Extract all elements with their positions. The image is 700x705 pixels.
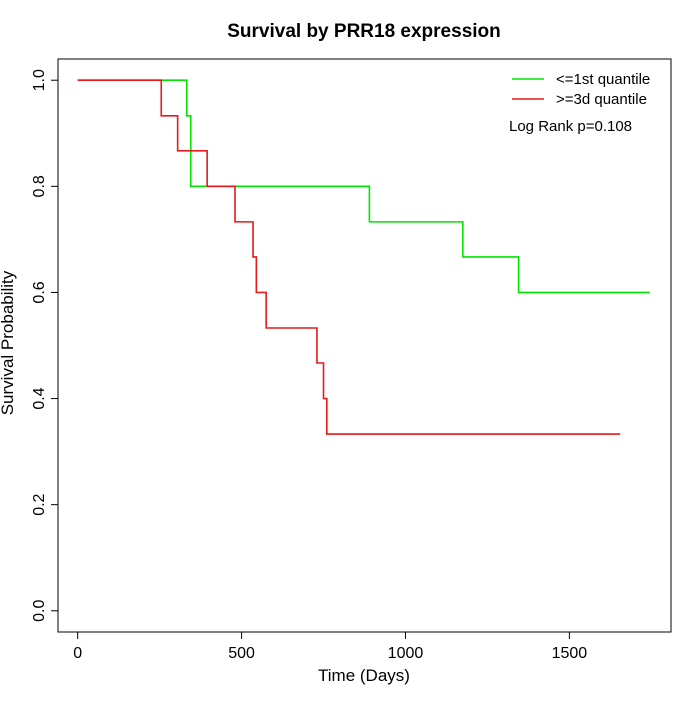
y-tick-label: 0.8 <box>31 175 48 197</box>
legend-label-1: <=1st quantile <box>556 71 650 88</box>
plot-frame <box>57 58 672 633</box>
chart-title: Survival by PRR18 expression <box>227 21 501 42</box>
series-line-1 <box>77 79 650 294</box>
x-tick-label: 0 <box>73 645 82 662</box>
y-tick-label: 0.0 <box>31 600 48 622</box>
log-rank-annotation: Log Rank p=0.108 <box>509 118 632 135</box>
y-tick-label: 0.6 <box>31 281 48 303</box>
legend: <=1st quantile >=3d quantile <box>512 71 650 108</box>
series-layer <box>77 79 650 435</box>
x-tick-label: 500 <box>228 645 255 662</box>
x-axis-label: Time (Days) <box>318 666 410 685</box>
y-axis-label: Survival Probability <box>0 270 17 415</box>
y-tick-label: 1.0 <box>31 69 48 91</box>
y-axis: 0.0 0.2 0.4 0.6 0.8 1.0 <box>31 69 59 622</box>
legend-label-2: >=3d quantile <box>556 91 647 108</box>
series-line-2 <box>77 79 621 435</box>
x-axis: 0 500 1000 1500 <box>73 631 588 662</box>
x-tick-label: 1000 <box>388 645 424 662</box>
y-tick-label: 0.2 <box>31 493 48 515</box>
x-tick-label: 1500 <box>552 645 588 662</box>
y-tick-label: 0.4 <box>31 387 48 409</box>
